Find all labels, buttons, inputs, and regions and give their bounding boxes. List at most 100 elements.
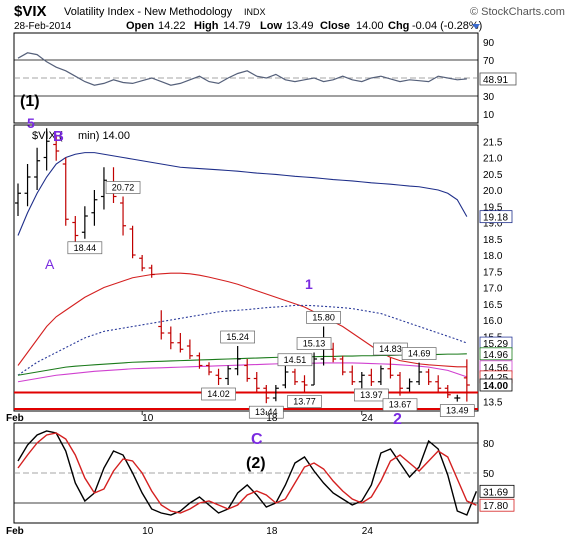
low-value: 13.49 xyxy=(286,20,314,32)
value-callout-box xyxy=(306,311,341,324)
value-callout-box xyxy=(287,395,322,408)
price-bar xyxy=(91,190,98,226)
value-callout: 13.77 xyxy=(293,396,316,406)
price-legend-suffix: min) 14.00 xyxy=(78,130,130,142)
price-tick-label: 17.5 xyxy=(483,267,503,278)
price-bar xyxy=(81,206,88,239)
price-bar xyxy=(53,134,60,161)
price-bar xyxy=(100,167,107,210)
stoch-x-tick-label: 10 xyxy=(142,526,154,537)
price-bar xyxy=(15,183,21,216)
chg-value: -0.04 (-0.28%) xyxy=(412,20,482,32)
rsi-layer: 907050301048.91 xyxy=(14,38,517,121)
price-layer: 21.5 21.0 20.5 20.0 19.5 19.0 18.5 18.0 17.5 17.0… xyxy=(6,128,513,424)
price-bar xyxy=(244,359,251,382)
price-tick-label: 19.0 xyxy=(483,219,503,230)
price-bar xyxy=(463,359,470,402)
chart-name: Volatility Index - New Methodology xyxy=(64,6,233,18)
value-callout: 20.72 xyxy=(112,183,135,193)
ohlc-readout: Open 14.22 High 14.79 Low 13.49 Close 14… xyxy=(126,20,482,32)
price-bar xyxy=(34,147,41,190)
high-label: High xyxy=(194,20,219,32)
price-tick-label: 19.5 xyxy=(483,202,503,213)
price-x-tick-label: 24 xyxy=(362,413,374,424)
stoch-k-value-box xyxy=(479,484,515,498)
price-legend-prefix: $VIX ( xyxy=(32,130,63,142)
value-callout-box xyxy=(220,330,255,344)
chart-date: 28-Feb-2014 xyxy=(14,21,72,32)
value-callout-box xyxy=(439,404,475,417)
watermark: © StockCharts.com xyxy=(470,6,565,18)
price-bar xyxy=(435,375,442,392)
stoch-d-value-box xyxy=(479,498,515,512)
stoch-x-tick-label: 18 xyxy=(266,526,278,537)
price-tick-label: 21.5 xyxy=(483,137,503,148)
price-bar xyxy=(139,255,146,272)
ma-blue-line xyxy=(17,152,468,236)
value-callout-box xyxy=(105,181,141,194)
rsi-tick-label: 90 xyxy=(483,38,495,49)
wave-label-1: 1 xyxy=(305,276,313,292)
price-bar xyxy=(425,368,432,385)
right-axis-value-box xyxy=(479,378,513,392)
price-bar xyxy=(282,365,289,389)
open-value: 14.22 xyxy=(158,20,186,32)
stoch-k-value: 31.69 xyxy=(483,487,508,498)
rsi-tick-label: 30 xyxy=(483,92,495,103)
price-bar xyxy=(339,355,346,376)
right-axis-value: 14.56 xyxy=(483,363,508,374)
price-bar xyxy=(167,326,174,350)
price-bar xyxy=(272,385,279,402)
rsi-tick-label: 70 xyxy=(483,56,495,67)
value-callout: 14.69 xyxy=(408,349,431,359)
wave-label-5: 5 xyxy=(27,115,35,131)
stoch-x-tick-label: Feb xyxy=(6,526,24,537)
value-callout: 18.44 xyxy=(74,243,97,253)
price-bar xyxy=(263,385,270,404)
right-axis-value-box xyxy=(479,347,513,361)
rsi-last-value-box xyxy=(479,72,517,86)
price-bar xyxy=(416,362,423,385)
value-callout-box xyxy=(277,353,313,367)
value-callout-box xyxy=(401,347,437,360)
price-bar xyxy=(377,365,384,385)
value-callout: 13.67 xyxy=(389,400,412,410)
wave-label-c: C xyxy=(251,431,263,448)
price-bar xyxy=(358,372,365,389)
price-panel xyxy=(13,124,479,412)
stoch-x-tick-label: 24 xyxy=(362,526,374,537)
price-bar xyxy=(158,310,165,340)
low-label: Low xyxy=(260,20,282,32)
close-label: Close xyxy=(320,20,350,32)
price-bar xyxy=(206,362,212,376)
price-bar xyxy=(215,368,222,385)
ma-magenta-line xyxy=(17,362,468,383)
value-callout: 13.49 xyxy=(446,406,469,416)
rsi-panel xyxy=(13,32,479,124)
stoch-tick-label: 80 xyxy=(483,439,495,450)
price-bar xyxy=(129,225,136,259)
right-axis-value: 14.00 xyxy=(483,381,508,392)
value-callout-box xyxy=(201,387,236,401)
price-bar xyxy=(72,216,79,242)
price-bar xyxy=(196,352,203,369)
stochastic-panel xyxy=(13,422,479,524)
price-bar xyxy=(234,346,241,376)
price-bar xyxy=(120,196,127,236)
dropdown-arrow-icon[interactable] xyxy=(472,24,480,29)
value-callout-box xyxy=(382,398,418,412)
price-bar xyxy=(43,128,50,171)
wave-label-a: A xyxy=(45,256,55,272)
price-x-tick-label: 10 xyxy=(142,413,154,424)
price-bar xyxy=(444,385,451,398)
price-bar xyxy=(349,365,356,385)
wave-label-2: 2 xyxy=(393,411,402,428)
price-tick-label: 20.0 xyxy=(483,186,503,197)
value-callout: 15.80 xyxy=(312,313,335,323)
rsi-last-value: 48.91 xyxy=(483,75,508,86)
chart-symbol: $VIX xyxy=(14,3,47,20)
wave-label-2-paren: (2) xyxy=(246,455,266,472)
right-axis-value: 14.96 xyxy=(483,350,508,361)
